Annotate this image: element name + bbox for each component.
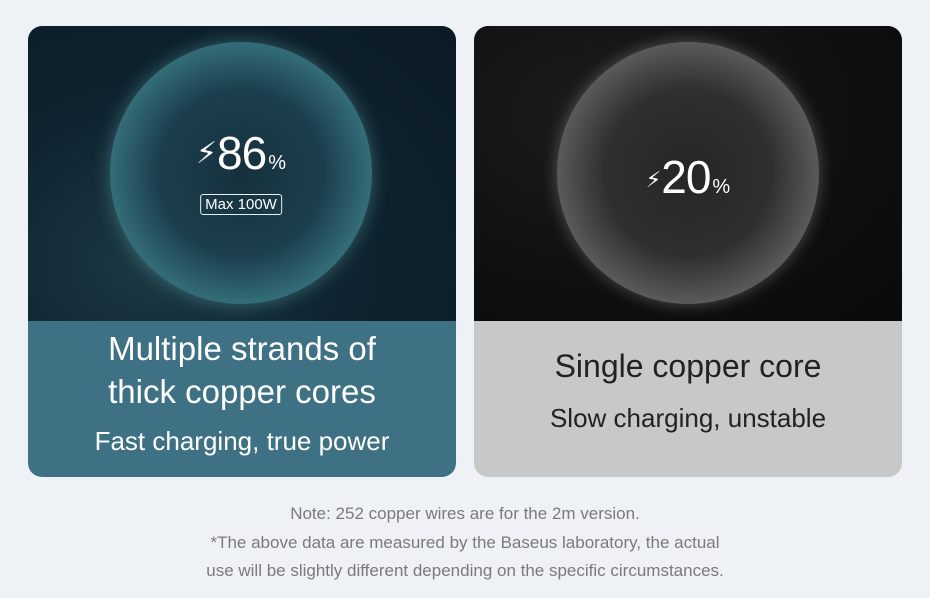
lightning-icon: ⚡ (645, 167, 662, 192)
headline-line-2: thick copper cores (108, 373, 376, 410)
charge-unit: % (268, 152, 287, 174)
charging-orb: ⚡86% Max 100W (110, 42, 372, 304)
caption-panel: Multiple strands of thick copper cores F… (28, 321, 456, 477)
cable-photo-background: ⚡20% (474, 26, 902, 321)
charge-reading: ⚡20% (557, 150, 819, 204)
headline-line-1: Multiple strands of (108, 330, 376, 367)
footnote-line: *The above data are measured by the Base… (210, 532, 720, 552)
footnote-line: use will be slightly different depending… (206, 561, 724, 580)
charging-orb: ⚡20% (557, 42, 819, 304)
charge-value: 86 (217, 127, 267, 179)
cable-photo-background: ⚡86% Max 100W (28, 26, 456, 321)
charge-reading: ⚡86% (110, 126, 372, 180)
footnote-line: Note: 252 copper wires are for the 2m ve… (290, 504, 640, 523)
slow-charging-card: ⚡20% Single copper core Slow charging, u… (474, 26, 902, 477)
fast-charging-card: ⚡86% Max 100W Multiple strands of thick … (28, 26, 456, 477)
footnotes: Note: 252 copper wires are for the 2m ve… (0, 500, 930, 586)
charge-value: 20 (661, 151, 711, 203)
max-power-badge: Max 100W (200, 194, 282, 215)
headline: Multiple strands of thick copper cores (28, 327, 456, 413)
caption-panel: Single copper core Slow charging, unstab… (474, 321, 902, 477)
subtitle: Slow charging, unstable (549, 403, 827, 433)
double-lightning-icon: ⚡ (195, 137, 218, 170)
headline: Single copper core (554, 348, 822, 384)
charge-unit: % (712, 176, 731, 198)
subtitle: Fast charging, true power (94, 426, 390, 456)
